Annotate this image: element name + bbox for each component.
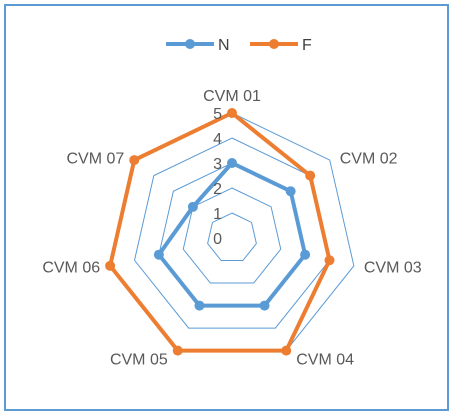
axis-label-cvm-07: CVM 07: [66, 151, 124, 168]
point-F-cvm-05: [172, 345, 183, 356]
point-N-cvm-06: [153, 249, 164, 260]
point-F-cvm-04: [281, 345, 292, 356]
tick-labels: 0 1 2 3 4 5: [213, 106, 222, 248]
grid-ring-5: [109, 112, 355, 352]
point-F-cvm-02: [305, 170, 316, 181]
axis-label-cvm-06: CVM 06: [42, 260, 100, 277]
legend-item-N: N: [166, 37, 230, 54]
point-N-cvm-04: [259, 300, 270, 311]
point-F-cvm-03: [324, 255, 335, 266]
series-layer: [105, 108, 335, 356]
point-F-cvm-07: [129, 155, 140, 166]
legend-marker-F: [269, 39, 279, 49]
legend-label-N: N: [218, 37, 230, 54]
point-N-cvm-05: [194, 300, 205, 311]
series-F: [105, 108, 335, 356]
tick-label-4: 4: [213, 131, 222, 148]
tick-label-5: 5: [213, 106, 222, 123]
axis-label-cvm-03: CVM 03: [364, 260, 422, 277]
radar-grid: [109, 112, 355, 352]
tick-label-3: 3: [213, 156, 222, 173]
point-N-cvm-03: [300, 249, 311, 260]
series-line-F: [108, 111, 332, 353]
axis-label-cvm-02: CVM 02: [340, 151, 398, 168]
axis-label-cvm-04: CVM 04: [296, 352, 354, 369]
legend-label-F: F: [302, 37, 312, 54]
point-N-cvm-01: [227, 158, 237, 168]
axis-label-cvm-05: CVM 05: [110, 352, 168, 369]
axis-labels: CVM 01 CVM 02 CVM 03 CVM 04 CVM 05 CVM 06 CVM …: [42, 88, 421, 369]
grid-ring-1: [207, 212, 257, 262]
point-F-cvm-01: [227, 108, 237, 118]
legend-item-F: F: [250, 37, 312, 54]
point-N-cvm-02: [285, 186, 296, 197]
point-N-cvm-07: [187, 201, 198, 212]
series-line-N: [156, 161, 308, 308]
legend-marker-N: [185, 39, 195, 49]
point-F-cvm-06: [105, 260, 116, 271]
tick-label-0: 0: [213, 231, 222, 248]
axis-label-cvm-01: CVM 01: [203, 88, 261, 105]
tick-label-1: 1: [213, 206, 222, 223]
series-N: [153, 158, 311, 311]
tick-label-2: 2: [213, 181, 222, 198]
grid-ring-2: [182, 187, 282, 284]
